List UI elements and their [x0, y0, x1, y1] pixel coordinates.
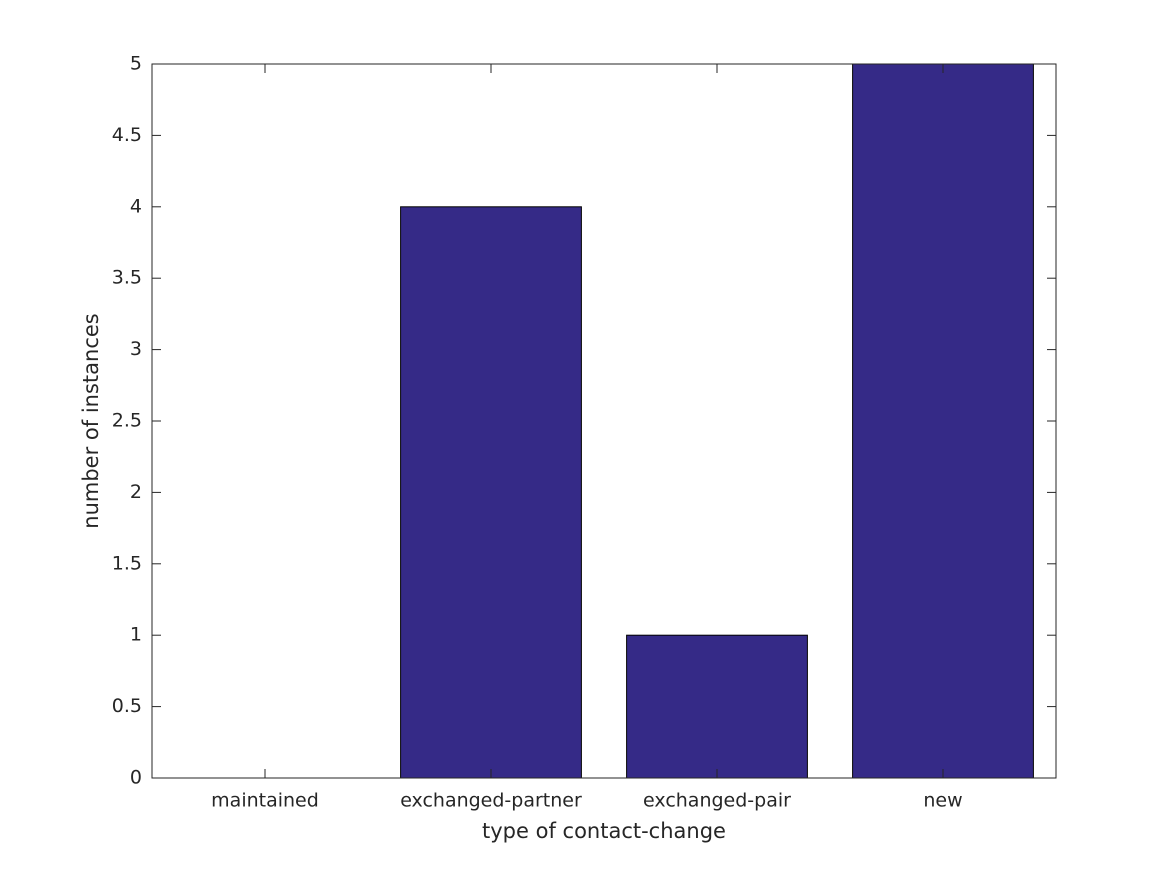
bar — [852, 63, 1034, 779]
x-tick-label: exchanged-pair — [643, 790, 791, 812]
bar — [400, 206, 582, 779]
y-tick-label: 5 — [130, 53, 142, 75]
x-tick-label: new — [923, 790, 962, 812]
x-tick-label: maintained — [211, 790, 319, 812]
axes-box — [151, 63, 1057, 779]
y-tick-label: 1.5 — [112, 552, 142, 574]
y-tick-label: 3.5 — [112, 267, 142, 289]
y-axis-label: number of instances — [79, 313, 103, 528]
y-tick-label: 2 — [130, 481, 142, 503]
bar — [626, 634, 808, 779]
y-tick-label: 1 — [130, 624, 142, 646]
y-tick-label: 0.5 — [112, 695, 142, 717]
y-tick-label: 0 — [130, 767, 142, 789]
y-tick-label: 4 — [130, 195, 142, 217]
y-tick-label: 3 — [130, 338, 142, 360]
x-tick-label: exchanged-partner — [400, 790, 582, 812]
y-tick-label: 4.5 — [112, 124, 142, 146]
y-tick-label: 2.5 — [112, 410, 142, 432]
x-axis-label: type of contact-change — [482, 819, 726, 843]
